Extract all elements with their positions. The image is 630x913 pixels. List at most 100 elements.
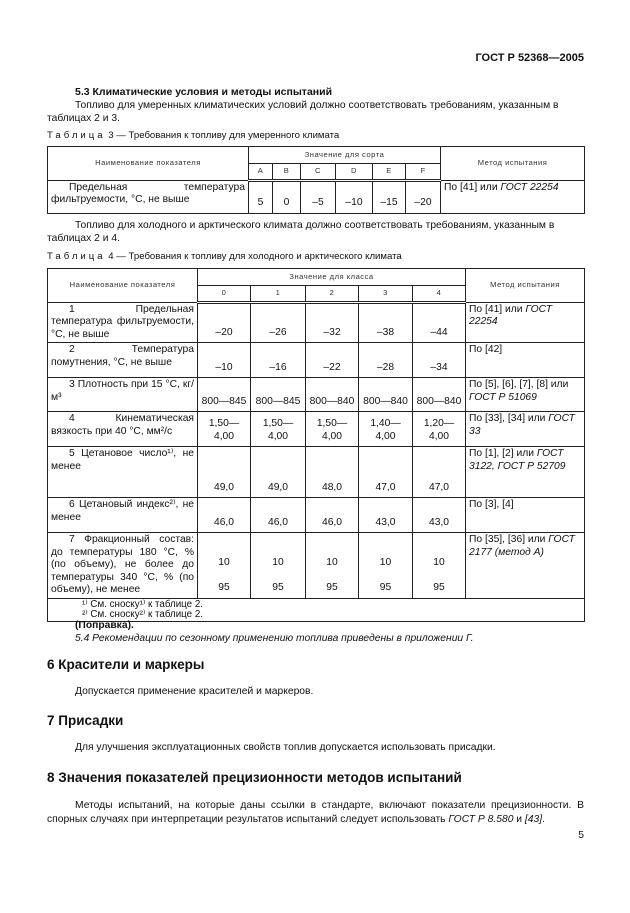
column-header-name: Наименование показателя	[47, 268, 198, 303]
table-row: 5 Цетановое число¹⁾, не менее 49,0 49,0 48,…	[47, 446, 585, 498]
cell-value: 48,0	[305, 446, 359, 498]
footnotes: ¹⁾ См. сноску¹⁾ к таблице 2. ²⁾ См. сноск…	[47, 597, 585, 622]
row-name: 1 Предельная температура фильтруемости, …	[47, 301, 198, 343]
document-id: ГОСТ Р 52368—2005	[475, 52, 584, 64]
reference: ГОСТ Р 8.580	[448, 814, 514, 825]
row-name: 7 Фракционный состав: до температуры 180…	[47, 532, 198, 599]
method-text: По [41] или	[469, 303, 526, 315]
method-text: По [42]	[469, 344, 503, 355]
caption-text: 4 — Требования к топливу для холодного и…	[108, 251, 402, 262]
header-row: Наименование показателя Значение для клас…	[47, 268, 585, 303]
table-row: 2 Температура помутнения, °С, не выше –10…	[47, 342, 585, 378]
method-text: По [1], [2] или	[469, 448, 537, 459]
cell-value: 10 95	[358, 532, 413, 599]
cell-value: 5	[248, 179, 273, 214]
cell-value: –22	[305, 342, 359, 378]
cell-value: –16	[250, 342, 306, 378]
table-row: 6 Цетановый индекс²⁾, не менее 46,0 46,0 46…	[47, 497, 585, 533]
cell-value: 46,0	[250, 497, 306, 533]
row-method: По [42]	[465, 342, 585, 378]
paragraph: Допускается применение красителей и марк…	[75, 686, 314, 697]
cell-value: 46,0	[305, 497, 359, 533]
table-row: 3 Плотность при 15 °С, кг/м³ 800—845 800—8…	[47, 377, 585, 412]
method-reference: ГОСТ 3122, ГОСТ Р 52709	[469, 448, 566, 472]
page-number: 5	[578, 830, 584, 841]
text: .	[542, 814, 545, 825]
footnote-row: ¹⁾ См. сноску¹⁾ к таблице 2. ²⁾ См. сноск…	[47, 597, 585, 622]
section-title: 6 Красители и маркеры	[47, 657, 205, 672]
paragraph: 5.4 Рекомендации по сезонному применению…	[75, 633, 474, 644]
row-method: По [3], [4]	[465, 497, 585, 533]
method-text: По [33], [34] или	[469, 413, 549, 424]
row-name: 2 Температура помутнения, °С, не выше	[47, 342, 198, 378]
column-header: 3	[358, 285, 413, 304]
cell-value: 49,0	[197, 446, 251, 498]
column-header-group: Значение для класса	[197, 268, 466, 286]
cell-value: –15	[372, 179, 406, 214]
table-row: 7 Фракционный состав: до температуры 180…	[47, 532, 585, 599]
method-text: По [3], [4]	[469, 499, 514, 510]
column-header-method: Метод испытания	[440, 146, 586, 181]
table-caption: Таблица 3 — Требования к топливу для уме…	[47, 130, 339, 141]
cell-value: 0	[272, 179, 301, 214]
caption-label: Таблица	[47, 251, 106, 262]
column-header: 2	[305, 285, 359, 304]
cell-value: –5	[300, 179, 336, 214]
text: и	[513, 814, 525, 825]
method-text: По [5], [6], [7], [8] или	[469, 379, 569, 390]
table-row: Предельная температура фильтруемости, °С…	[47, 179, 586, 214]
method-reference: ГОСТ Р 51069	[469, 391, 537, 403]
paragraph: Методы испытаний, на которые даны ссылки…	[47, 799, 584, 827]
column-header-group: Значение для сорта	[247, 146, 442, 164]
table-3: Наименование показателя Значение для сорт…	[47, 146, 586, 214]
column-header: E	[372, 163, 406, 182]
cell-value: 10 95	[412, 532, 466, 599]
table-caption: Таблица 4 — Требования к топливу для хол…	[47, 251, 402, 262]
cell-value: 1,50—4,00	[250, 411, 306, 447]
method-reference: ГОСТ 2177 (метод А)	[469, 534, 575, 558]
cell-value: –20	[197, 301, 251, 343]
cell-value: –44	[412, 301, 466, 343]
row-method: По [41] или ГОСТ 22254	[465, 301, 585, 343]
column-header: 0	[197, 285, 251, 304]
method-reference: ГОСТ 33	[469, 413, 575, 437]
text: Методы испытаний, на которые даны ссылки…	[47, 800, 584, 825]
cell-value: –34	[412, 342, 466, 378]
cell-value: 800—845	[250, 377, 306, 412]
cell-value: 1,50—4,00	[197, 411, 251, 447]
cell-value: 1,50—4,00	[305, 411, 359, 447]
reference: [43]	[524, 814, 543, 825]
cell-value: 46,0	[197, 497, 251, 533]
method-reference: ГОСТ 22254	[469, 303, 553, 328]
column-header-method: Метод испытания	[465, 268, 585, 303]
cell-value: 47,0	[358, 446, 413, 498]
column-header: 4	[412, 285, 466, 304]
method-text: По [35], [36] или	[469, 534, 549, 545]
caption-label: Таблица	[47, 130, 106, 141]
cell-value: 800—845	[197, 377, 251, 412]
row-name: 5 Цетановое число¹⁾, не менее	[47, 446, 198, 498]
cell-value: –38	[358, 301, 413, 343]
section-title: 7 Присадки	[47, 713, 124, 728]
cell-value: –32	[305, 301, 359, 343]
column-header: C	[300, 163, 336, 182]
cell-value: 43,0	[412, 497, 466, 533]
cell-value: –10	[197, 342, 251, 378]
paragraph: Топливо для умеренных климатических усло…	[47, 100, 559, 124]
column-header: 1	[250, 285, 306, 304]
cell-value: –20	[404, 179, 442, 214]
header-row: Наименование показателя Значение для сорт…	[47, 146, 586, 181]
table-row: 1 Предельная температура фильтруемости, …	[47, 301, 585, 343]
column-header-name: Наименование показателя	[47, 146, 249, 181]
row-method: По [1], [2] или ГОСТ 3122, ГОСТ Р 52709	[465, 446, 585, 498]
cell-value: 10 95	[250, 532, 306, 599]
method-text: По [41] или	[444, 181, 501, 193]
column-header: D	[335, 163, 373, 182]
row-name: 4 Кинематическая вязкость при 40 °С, мм²…	[47, 411, 198, 447]
cell-value: 10 95	[305, 532, 359, 599]
cell-value: 800—840	[412, 377, 466, 412]
cell-value: –10	[335, 179, 373, 214]
cell-value: 49,0	[250, 446, 306, 498]
